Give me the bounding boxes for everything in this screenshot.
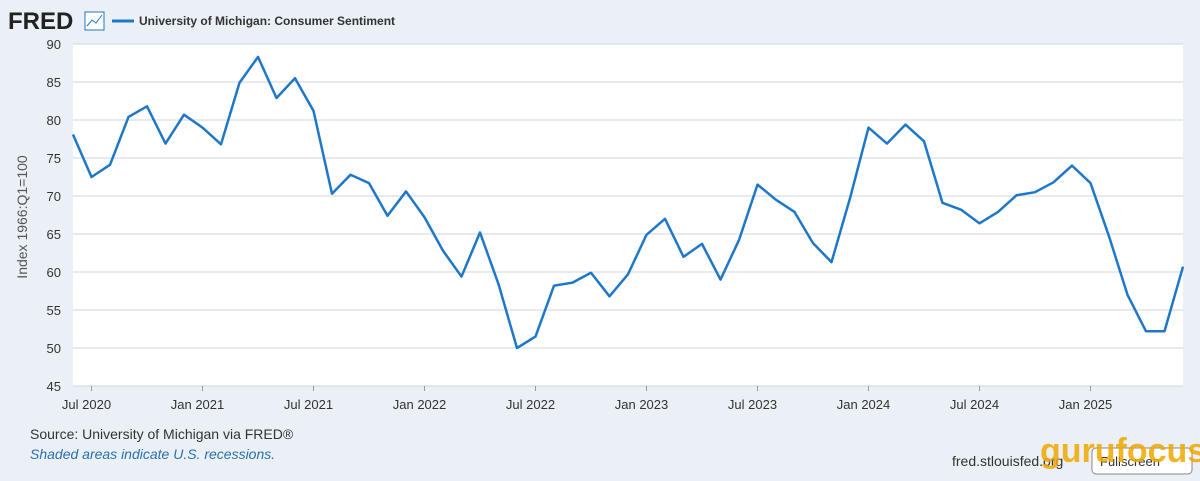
- y-tick-label: 80: [47, 113, 61, 128]
- x-tick-label: Jan 2024: [837, 397, 891, 412]
- y-tick-label: 85: [47, 75, 61, 90]
- note: Shaded areas indicate U.S. recessions.: [30, 446, 275, 462]
- x-tick-label: Jul 2024: [950, 397, 999, 412]
- y-tick-label: 90: [47, 37, 61, 52]
- fullscreen-button[interactable]: [1091, 447, 1193, 475]
- source: Source: University of Michigan via FRED®: [30, 426, 294, 442]
- plot-area: [73, 44, 1183, 386]
- y-tick-label: 50: [47, 341, 61, 356]
- x-tick-label: Jan 2023: [615, 397, 669, 412]
- x-tick-label: Jan 2022: [393, 397, 447, 412]
- x-tick-label: Jul 2023: [728, 397, 777, 412]
- y-tick-label: 45: [47, 379, 61, 394]
- fullscreen-label[interactable]: Fullscreen: [1100, 454, 1160, 469]
- watermark: gurufocus: [1040, 432, 1200, 470]
- y-tick-label: 55: [47, 303, 61, 318]
- x-tick-label: Jul 2021: [284, 397, 333, 412]
- y-tick-label: 60: [47, 265, 61, 280]
- x-tick-label: Jul 2020: [62, 397, 111, 412]
- legend-label: University of Michigan: Consumer Sentime…: [139, 14, 395, 28]
- x-tick-label: Jul 2022: [506, 397, 555, 412]
- site: fred.stlouisfed.org: [952, 453, 1063, 469]
- y-tick-label: 65: [47, 227, 61, 242]
- y-tick-label: 70: [47, 189, 61, 204]
- y-axis-label: Index 1966:Q1=100: [14, 155, 30, 279]
- x-tick-label: Jan 2021: [171, 397, 225, 412]
- logo: FRED: [8, 8, 73, 35]
- logo-icon-line: [86, 14, 103, 27]
- logo-icon: [84, 11, 105, 31]
- series-line: [71, 55, 1185, 350]
- y-tick-label: 75: [47, 151, 61, 166]
- x-tick-label: Jan 2025: [1059, 397, 1113, 412]
